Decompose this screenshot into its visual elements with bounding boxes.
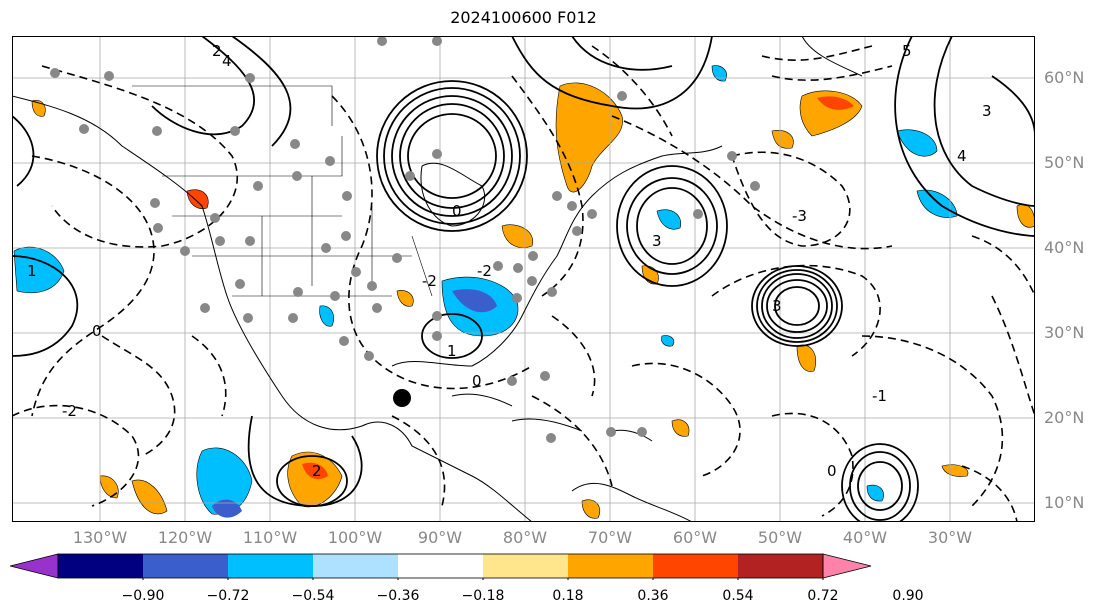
contour-label: 3 bbox=[982, 102, 992, 120]
lon-label: 100°W bbox=[327, 528, 383, 547]
lon-label: 110°W bbox=[242, 528, 298, 547]
colorbar bbox=[10, 553, 872, 580]
colorbar-cell bbox=[143, 554, 228, 578]
colorbar-cell bbox=[398, 554, 483, 578]
solid-contours bbox=[12, 36, 1035, 522]
map-panel: 2 4 3 3 1 0 0 0 -1 -2 -2 -2 -3 5 3 4 1 2… bbox=[12, 36, 1035, 522]
marker-dot bbox=[393, 389, 411, 407]
contour-label: -3 bbox=[792, 207, 807, 225]
contour-label: 2 bbox=[212, 42, 222, 60]
lat-label: 50°N bbox=[1044, 153, 1085, 172]
colorbar-tick-label: −0.90 bbox=[121, 588, 165, 604]
lat-label: 60°N bbox=[1044, 68, 1085, 87]
contour-label: 0 bbox=[827, 462, 837, 480]
contour-label: 3 bbox=[772, 297, 782, 315]
lon-label: 40°W bbox=[842, 528, 888, 547]
colorbar-tick-label: 0.36 bbox=[637, 588, 669, 604]
lon-label: 120°W bbox=[157, 528, 213, 547]
colorbar-tick-label: 0.54 bbox=[722, 588, 754, 604]
colorbar-cell bbox=[483, 554, 568, 578]
dashed-contours bbox=[12, 45, 1035, 522]
colorbar-cell bbox=[653, 554, 738, 578]
contour-label: -2 bbox=[422, 272, 437, 290]
lon-label: 50°W bbox=[757, 528, 803, 547]
lon-label: 30°W bbox=[927, 528, 973, 547]
colorbar-cell bbox=[228, 554, 313, 578]
contour-label: 0 bbox=[92, 322, 102, 340]
lon-label: 80°W bbox=[502, 528, 548, 547]
contour-label: 3 bbox=[652, 232, 662, 250]
colorbar-tick-label: −0.54 bbox=[291, 588, 335, 604]
colorbar-tick-label: −0.72 bbox=[206, 588, 250, 604]
shaded-regions bbox=[13, 65, 1035, 519]
colorbar-cell bbox=[313, 554, 398, 578]
contour-label: -1 bbox=[872, 387, 887, 405]
contour-label: 5 bbox=[902, 42, 912, 60]
lat-label: 30°N bbox=[1044, 323, 1085, 342]
colorbar-tick-label: −0.36 bbox=[376, 588, 420, 604]
colorbar-tick-label: 0.18 bbox=[552, 588, 584, 604]
colorbar-tick-label: 0.72 bbox=[807, 588, 839, 604]
lon-label: 90°W bbox=[417, 528, 463, 547]
colorbar-cell bbox=[568, 554, 653, 578]
colorbar-tick-label: −0.18 bbox=[461, 588, 505, 604]
map-title: 2024100600 F012 bbox=[450, 8, 597, 27]
political-borders bbox=[132, 85, 433, 297]
colorbar-extend-high bbox=[822, 553, 872, 579]
coastlines bbox=[12, 36, 863, 522]
contour-label: -2 bbox=[62, 402, 77, 420]
colorbar-extend-low bbox=[10, 553, 59, 579]
contour-label: 0 bbox=[452, 202, 462, 220]
lon-label: 70°W bbox=[587, 528, 633, 547]
colorbar-tick-label: 0.90 bbox=[892, 588, 924, 604]
contour-label: 1 bbox=[447, 342, 457, 360]
contour-label-group: 2 4 3 3 1 0 0 0 -1 -2 -2 -2 -3 5 3 4 1 2… bbox=[27, 42, 992, 480]
contour-label: 0 bbox=[472, 372, 482, 390]
colorbar-cell bbox=[58, 554, 143, 578]
lat-label: 10°N bbox=[1044, 493, 1085, 512]
contour-label: -2 bbox=[477, 262, 492, 280]
contour-label: 4 bbox=[957, 147, 967, 165]
colorbar-cell bbox=[738, 554, 823, 578]
lat-label: 40°N bbox=[1044, 238, 1085, 257]
contour-label: 4 bbox=[222, 52, 232, 70]
lon-label: 130°W bbox=[72, 528, 128, 547]
lon-label: 60°W bbox=[672, 528, 718, 547]
lat-label: 20°N bbox=[1044, 408, 1085, 427]
contour-label: 2 bbox=[312, 462, 322, 480]
contour-label: 1 bbox=[27, 262, 37, 280]
station-dots bbox=[50, 36, 760, 443]
